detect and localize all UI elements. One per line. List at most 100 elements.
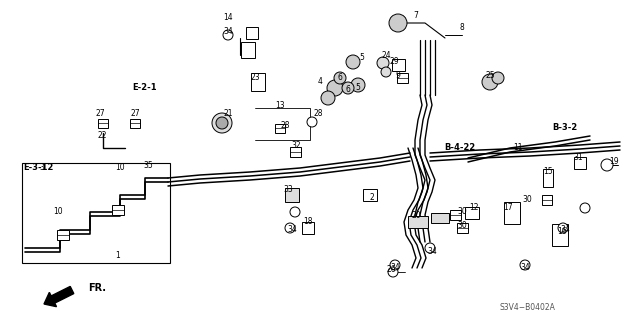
Circle shape	[321, 91, 335, 105]
Circle shape	[307, 117, 317, 127]
Text: 17: 17	[503, 204, 513, 212]
Bar	[363, 189, 377, 201]
FancyArrow shape	[44, 286, 74, 307]
Text: 18: 18	[303, 218, 313, 226]
Text: 3: 3	[40, 164, 44, 173]
Bar	[542, 195, 552, 205]
Bar	[57, 230, 69, 240]
Circle shape	[601, 159, 613, 171]
Bar	[552, 224, 568, 246]
Bar	[241, 42, 255, 58]
Bar	[98, 118, 108, 128]
Text: 34: 34	[287, 226, 297, 234]
Text: 4: 4	[317, 78, 323, 86]
Text: 15: 15	[543, 167, 553, 176]
Circle shape	[388, 267, 398, 277]
Bar	[465, 207, 479, 219]
Text: 27: 27	[130, 108, 140, 117]
Bar	[246, 27, 258, 39]
Text: 10: 10	[53, 207, 63, 217]
Bar	[302, 222, 314, 234]
Circle shape	[223, 30, 233, 40]
Text: 2: 2	[370, 194, 374, 203]
Text: 7: 7	[413, 11, 419, 20]
Bar	[22, 163, 170, 263]
Text: B-3-2: B-3-2	[552, 123, 578, 132]
Text: 34: 34	[560, 226, 570, 234]
Text: 34: 34	[390, 263, 400, 272]
Bar	[408, 216, 428, 228]
Text: 22: 22	[97, 130, 107, 139]
Text: 9: 9	[396, 71, 401, 80]
Circle shape	[492, 72, 504, 84]
Bar	[504, 202, 520, 224]
Text: 35: 35	[143, 160, 153, 169]
Circle shape	[290, 207, 300, 217]
Circle shape	[381, 67, 391, 77]
Text: 12: 12	[469, 204, 479, 212]
Circle shape	[482, 74, 498, 90]
Text: 30: 30	[457, 207, 467, 217]
Text: 34: 34	[223, 27, 233, 36]
Circle shape	[334, 72, 346, 84]
Circle shape	[377, 57, 389, 69]
Text: 23: 23	[250, 73, 260, 83]
Circle shape	[216, 117, 228, 129]
Bar	[285, 188, 299, 202]
Text: 34: 34	[427, 248, 437, 256]
Text: 34: 34	[520, 263, 530, 272]
Text: FR.: FR.	[88, 283, 106, 293]
Text: S3V4−B0402A: S3V4−B0402A	[500, 303, 556, 313]
Text: 10: 10	[115, 164, 125, 173]
Bar	[130, 118, 140, 128]
Text: 11: 11	[513, 144, 523, 152]
Bar	[449, 210, 461, 220]
Text: 30: 30	[522, 196, 532, 204]
Text: 29: 29	[389, 57, 399, 66]
Text: 28: 28	[313, 108, 323, 117]
Text: 24: 24	[381, 51, 391, 61]
Text: E-2-1: E-2-1	[132, 84, 157, 93]
Circle shape	[580, 203, 590, 213]
Bar	[397, 73, 408, 83]
Circle shape	[558, 223, 568, 233]
Text: 14: 14	[223, 12, 233, 21]
Text: 13: 13	[275, 100, 285, 109]
Text: 5: 5	[356, 84, 360, 93]
Text: 28: 28	[280, 121, 290, 130]
Text: 8: 8	[460, 24, 465, 33]
Bar	[392, 59, 404, 71]
Text: B-4-22: B-4-22	[444, 144, 476, 152]
Text: 5: 5	[360, 53, 364, 62]
Text: 19: 19	[609, 158, 619, 167]
Circle shape	[520, 260, 530, 270]
Bar	[112, 205, 124, 215]
Text: 33: 33	[283, 186, 293, 195]
Bar	[251, 73, 265, 91]
Circle shape	[285, 223, 295, 233]
Circle shape	[390, 260, 400, 270]
Bar	[431, 213, 449, 223]
Text: 16: 16	[557, 227, 567, 236]
Circle shape	[389, 14, 407, 32]
Text: 30: 30	[457, 220, 467, 229]
Text: 27: 27	[95, 108, 105, 117]
Text: 20: 20	[411, 211, 421, 220]
Text: 21: 21	[223, 108, 233, 117]
Bar	[574, 157, 586, 169]
Text: 6: 6	[346, 85, 351, 94]
Circle shape	[425, 243, 435, 253]
Text: 6: 6	[337, 72, 342, 81]
Bar	[275, 123, 285, 132]
Circle shape	[346, 55, 360, 69]
Text: 25: 25	[485, 70, 495, 79]
Circle shape	[327, 80, 343, 96]
Circle shape	[342, 82, 354, 94]
Text: 32: 32	[291, 142, 301, 151]
Text: 1: 1	[116, 251, 120, 261]
Text: 26: 26	[386, 265, 396, 275]
Text: E-3-12: E-3-12	[23, 164, 53, 173]
Circle shape	[212, 113, 232, 133]
Bar	[289, 147, 301, 157]
Bar	[543, 169, 553, 187]
